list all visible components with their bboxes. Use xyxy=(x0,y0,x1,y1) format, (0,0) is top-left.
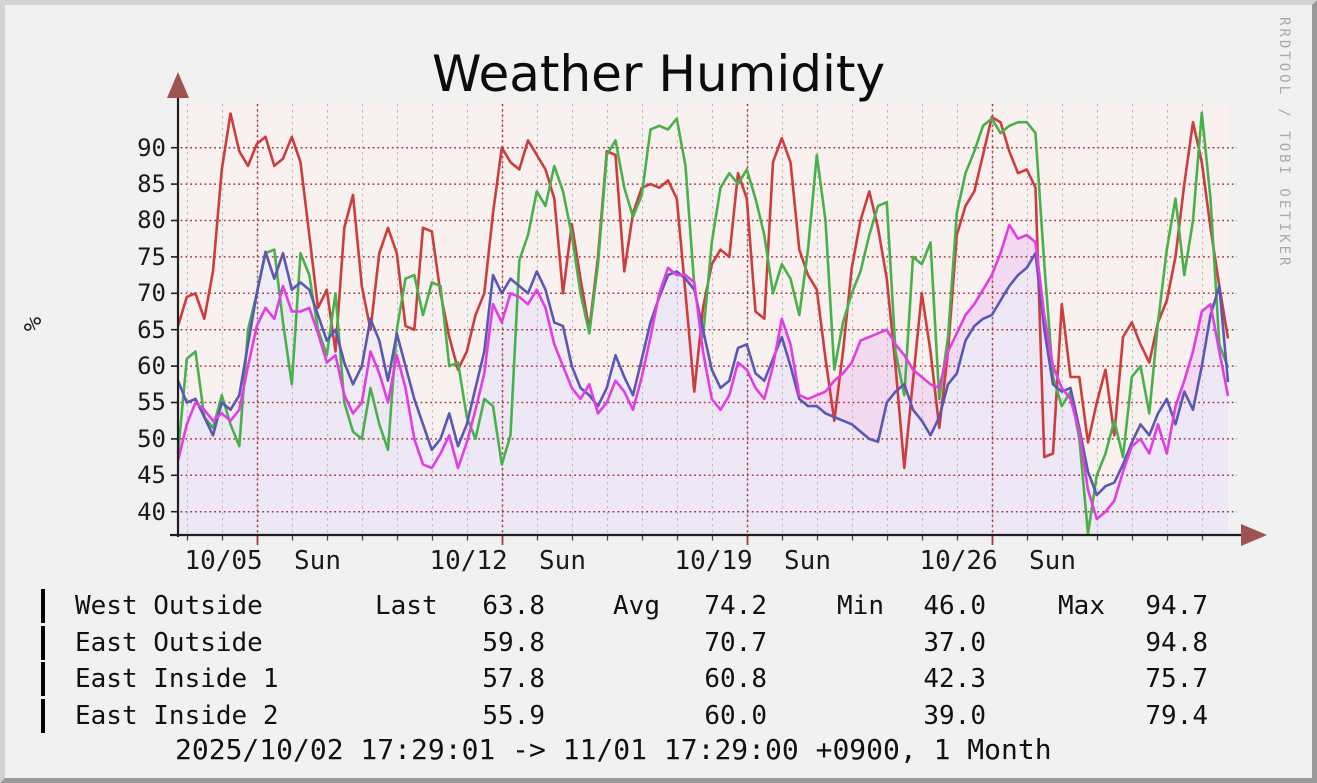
y-tick-label: 80 xyxy=(137,206,166,235)
x-axis-arrow xyxy=(1241,524,1267,546)
y-tick-label: 75 xyxy=(137,242,166,271)
legend-value-avg: 74.2 xyxy=(704,591,767,622)
legend-value-avg: 60.0 xyxy=(704,700,767,731)
legend-value-last: 63.8 xyxy=(482,591,545,622)
legend-swatch-east-inside-1 xyxy=(41,662,45,697)
series-line-east-inside-1 xyxy=(176,250,1230,497)
legend-value-last: 55.9 xyxy=(482,700,545,731)
chart-title: Weather Humidity xyxy=(431,45,886,103)
legend-value-max: 94.7 xyxy=(1145,591,1208,622)
series-line-west-outside xyxy=(176,112,1230,470)
legend-header-last: Last xyxy=(375,591,438,622)
x-tick-label: 10/05 Sun xyxy=(184,546,341,576)
legend-value-max: 94.8 xyxy=(1145,627,1208,658)
y-tick-label: 55 xyxy=(137,388,166,417)
legend-header-min: Min xyxy=(837,591,884,622)
legend-row: East Inside 2 55.9 60.0 39.0 79.4 xyxy=(41,698,1208,735)
time-range-footer: 2025/10/02 17:29:01 -> 11/01 17:29:00 +0… xyxy=(175,733,1052,766)
y-tick-label: 90 xyxy=(137,133,166,162)
area-fill-east-inside-1 xyxy=(178,251,1228,536)
legend-series-name: West Outside xyxy=(75,591,263,622)
y-tick-label: 40 xyxy=(137,497,166,526)
y-tick-label: 50 xyxy=(137,424,166,453)
legend-series-name: East Inside 1 xyxy=(75,664,279,695)
legend-header-max: Max xyxy=(1058,591,1105,622)
legend-value-avg: 60.8 xyxy=(704,664,767,695)
legend-value-avg: 70.7 xyxy=(704,627,767,658)
y-tick-label: 70 xyxy=(137,279,166,308)
legend-value-min: 42.3 xyxy=(923,664,986,695)
y-tick-label: 60 xyxy=(137,352,166,381)
y-axis-unit-label: % xyxy=(19,316,47,332)
legend-row: West Outside Last 63.8 Avg 74.2 Min 46.0… xyxy=(41,588,1208,625)
legend-swatch-east-outside xyxy=(41,625,45,660)
legend-value-last: 57.8 xyxy=(482,664,545,695)
legend-value-min: 39.0 xyxy=(923,700,986,731)
y-tick-label: 45 xyxy=(137,461,166,490)
legend-series-name: East Outside xyxy=(75,627,263,658)
legend: West Outside Last 63.8 Avg 74.2 Min 46.0… xyxy=(41,588,1208,734)
legend-value-min: 46.0 xyxy=(923,591,986,622)
legend-row: East Outside 59.8 70.7 37.0 94.8 xyxy=(41,625,1208,662)
legend-value-min: 37.0 xyxy=(923,627,986,658)
y-tick-label: 85 xyxy=(137,170,166,199)
legend-value-max: 75.7 xyxy=(1145,664,1208,695)
x-tick-label: 10/12 Sun xyxy=(429,546,586,576)
rrdtool-watermark: RRDTOOL / TOBI OETIKER xyxy=(1276,17,1292,269)
legend-series-name: East Inside 2 xyxy=(75,700,279,731)
x-tick-label: 10/19 Sun xyxy=(674,546,831,576)
y-tick-label: 65 xyxy=(137,315,166,344)
chart-plot-area xyxy=(167,72,1267,546)
legend-value-last: 59.8 xyxy=(482,627,545,658)
y-axis-arrow xyxy=(167,72,189,98)
legend-row: East Inside 1 57.8 60.8 42.3 75.7 xyxy=(41,661,1208,698)
x-tick-label: 10/26 Sun xyxy=(919,546,1076,576)
legend-header-avg: Avg xyxy=(613,591,660,622)
legend-swatch-west-outside xyxy=(41,589,45,624)
legend-swatch-east-inside-2 xyxy=(41,698,45,733)
series-line-east-inside-2 xyxy=(176,223,1230,521)
legend-value-max: 79.4 xyxy=(1145,700,1208,731)
